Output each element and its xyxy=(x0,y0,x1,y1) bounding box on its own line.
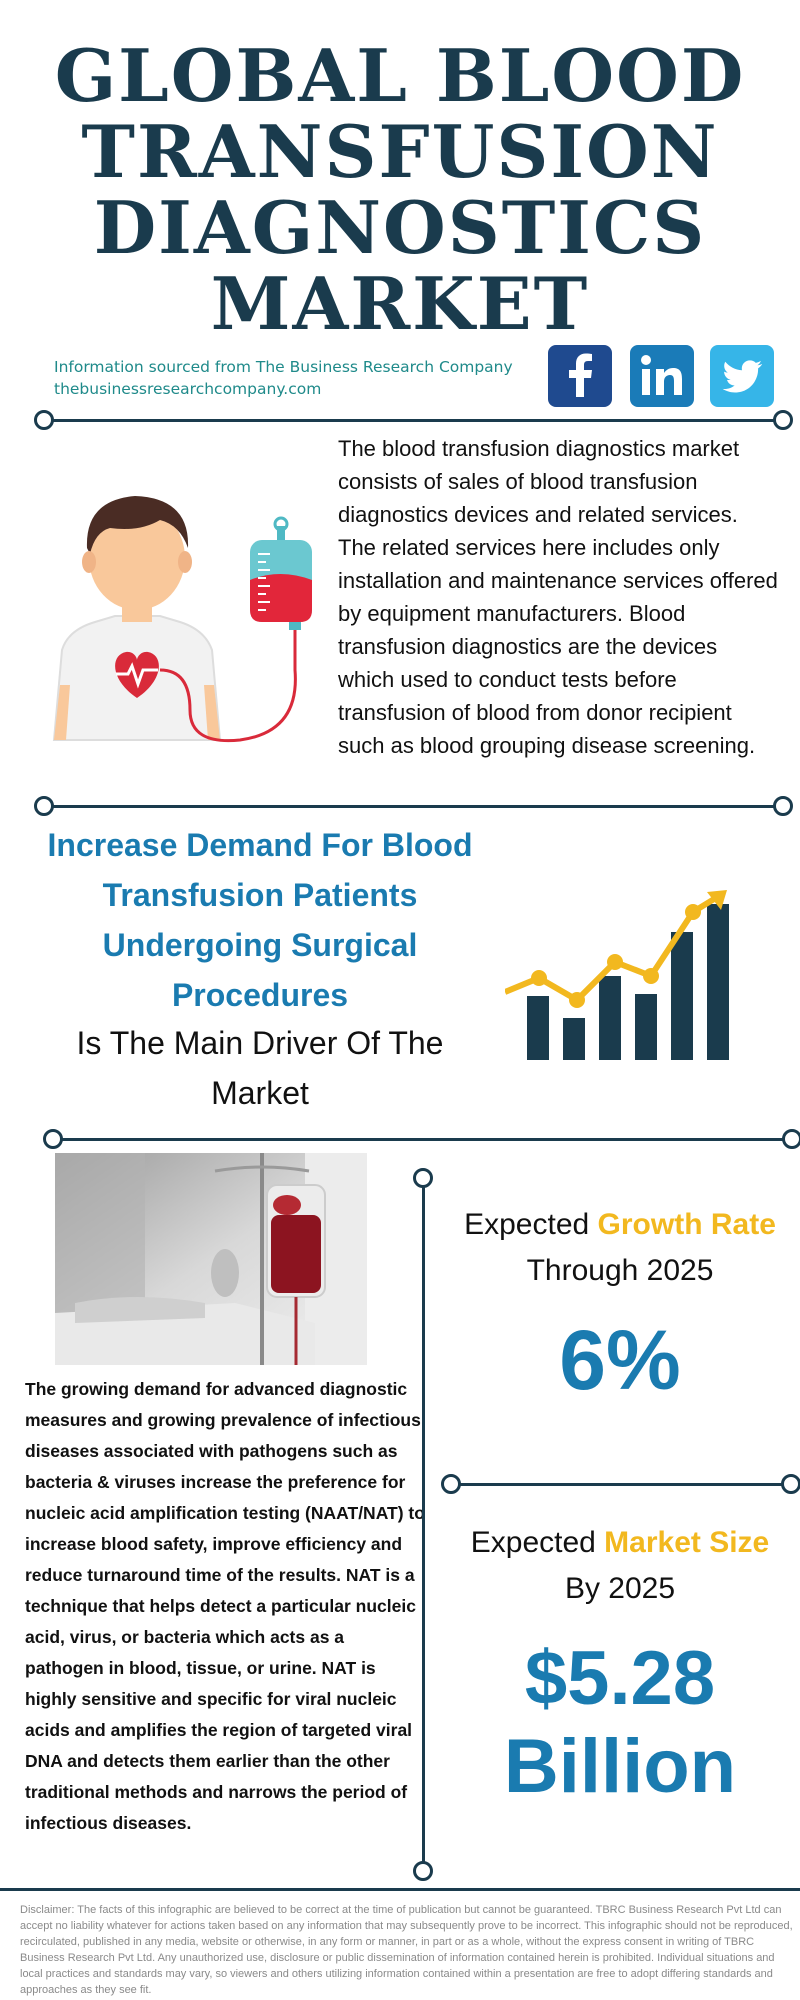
market-size-label: Expected Market Size xyxy=(440,1520,800,1566)
growth-rate-label: Expected Growth Rate xyxy=(440,1202,800,1248)
divider-dot xyxy=(34,796,54,816)
growth-prefix: Expected xyxy=(464,1208,598,1241)
market-size-unit: Billion xyxy=(503,1724,737,1809)
growth-rate-value: 6% xyxy=(559,1313,681,1407)
market-size-highlight: Market Size xyxy=(604,1526,770,1559)
source-link[interactable]: thebusinessresearchcompany.com xyxy=(54,380,322,398)
disclaimer: Disclaimer: The facts of this infographi… xyxy=(20,1904,793,1996)
growth-highlight: Growth Rate xyxy=(597,1208,776,1241)
title-line: GLOBAL BLOOD xyxy=(54,33,746,118)
twitter-icon[interactable] xyxy=(710,345,774,407)
market-size-amount: $5.28 xyxy=(524,1636,716,1721)
title-line: MARKET xyxy=(210,261,590,346)
linkedin-icon[interactable] xyxy=(630,345,694,407)
facebook-icon[interactable] xyxy=(548,345,612,407)
divider-dot xyxy=(781,1474,800,1494)
divider xyxy=(44,419,784,422)
driver-subline: Is The Main Driver Of The Market xyxy=(76,1025,444,1111)
patient-transfusion-illustration xyxy=(52,496,312,743)
market-description: The blood transfusion diagnostics market… xyxy=(338,436,778,758)
divider-dot xyxy=(34,410,54,430)
divider-dot xyxy=(782,1129,800,1149)
footer-divider xyxy=(0,1888,800,1891)
source-text: Information sourced from The Business Re… xyxy=(54,358,513,376)
divider xyxy=(44,805,784,808)
title-line: DIAGNOSTICS xyxy=(93,185,707,270)
divider-dot xyxy=(43,1129,63,1149)
divider xyxy=(52,1138,792,1141)
divider-dot xyxy=(413,1168,433,1188)
divider-dot xyxy=(413,1861,433,1881)
divider-dot xyxy=(773,796,793,816)
market-size-period: By 2025 xyxy=(564,1572,676,1605)
page-title: GLOBAL BLOOD TRANSFUSION DIAGNOSTICS MAR… xyxy=(0,38,800,342)
title-line: TRANSFUSION xyxy=(81,109,719,194)
driver-headline: Increase Demand For Blood Transfusion Pa… xyxy=(47,827,473,1013)
nat-body-text: The growing demand for advanced diagnost… xyxy=(25,1379,425,1833)
divider xyxy=(460,1483,790,1486)
market-size-value: $5.28 Billion xyxy=(440,1635,800,1811)
market-size-prefix: Expected xyxy=(470,1526,605,1559)
growth-period: Through 2025 xyxy=(526,1254,714,1287)
divider-dot xyxy=(773,410,793,430)
vertical-divider xyxy=(422,1180,425,1870)
growth-chart-icon xyxy=(505,890,729,1060)
source-info: Information sourced from The Business Re… xyxy=(54,356,513,400)
divider-dot xyxy=(441,1474,461,1494)
hospital-blood-bag-photo xyxy=(55,1153,367,1365)
